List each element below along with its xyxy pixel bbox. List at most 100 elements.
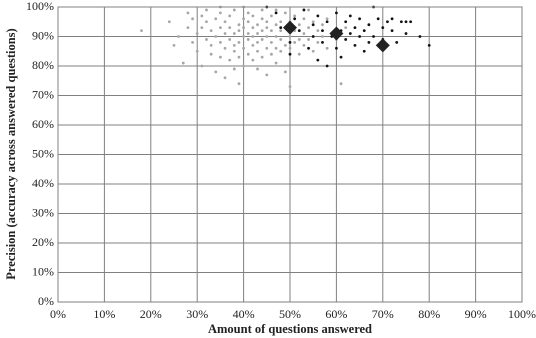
- point: [237, 23, 241, 27]
- x-tick-label: 30%: [186, 307, 208, 321]
- points: [140, 5, 431, 89]
- point: [219, 41, 222, 44]
- y-tick-label: 90%: [32, 28, 54, 42]
- x-tick-label: 90%: [465, 307, 487, 321]
- point: [283, 43, 287, 47]
- point: [353, 26, 357, 30]
- y-tick-label: 20%: [32, 235, 54, 249]
- x-tick-label: 60%: [325, 307, 347, 321]
- point: [279, 29, 283, 32]
- x-tick-label: 100%: [508, 307, 536, 321]
- point: [339, 82, 343, 86]
- point: [200, 64, 204, 68]
- point: [274, 61, 278, 65]
- point: [279, 38, 283, 41]
- point: [297, 29, 301, 32]
- point: [288, 85, 292, 89]
- point: [209, 52, 213, 56]
- point: [390, 17, 394, 21]
- point: [265, 46, 269, 50]
- point: [404, 20, 408, 24]
- y-tick-label: 100%: [26, 0, 54, 13]
- point: [297, 38, 301, 41]
- diamond-point: [283, 20, 297, 35]
- point: [293, 14, 297, 18]
- point: [214, 70, 218, 74]
- point: [251, 58, 255, 62]
- point: [274, 46, 278, 50]
- point: [302, 17, 306, 21]
- point: [256, 23, 259, 27]
- y-tick-label: 80%: [32, 58, 54, 72]
- point: [279, 26, 283, 30]
- point: [228, 58, 232, 62]
- point: [270, 41, 273, 44]
- point: [265, 73, 269, 77]
- y-tick-label: 40%: [32, 176, 54, 190]
- point: [232, 43, 236, 47]
- point: [191, 41, 194, 44]
- point: [335, 46, 338, 50]
- point: [270, 14, 273, 18]
- point: [251, 26, 255, 30]
- point: [246, 52, 250, 56]
- point: [288, 52, 292, 56]
- point: [232, 32, 236, 35]
- point: [297, 23, 301, 27]
- point: [325, 17, 329, 21]
- point: [260, 55, 264, 59]
- point: [242, 64, 246, 68]
- diamond-point: [329, 26, 344, 41]
- point: [321, 29, 324, 32]
- point: [293, 41, 297, 44]
- point: [205, 38, 208, 41]
- point: [362, 49, 366, 53]
- point: [376, 17, 380, 21]
- point: [265, 26, 269, 30]
- point: [353, 43, 357, 47]
- point: [307, 46, 310, 50]
- point: [316, 41, 320, 44]
- point: [288, 35, 292, 38]
- point: [274, 11, 278, 15]
- point: [223, 32, 227, 35]
- x-tick-label: 20%: [140, 307, 162, 321]
- point: [279, 20, 283, 24]
- point: [395, 41, 399, 44]
- point: [256, 49, 259, 53]
- point: [283, 11, 287, 15]
- y-tick-label: 30%: [32, 205, 54, 219]
- x-tick-label: 10%: [93, 307, 115, 321]
- point: [219, 26, 222, 30]
- point: [219, 55, 222, 59]
- point: [177, 35, 181, 38]
- point: [311, 35, 315, 38]
- point: [246, 38, 250, 41]
- point: [311, 20, 315, 24]
- point: [344, 38, 348, 41]
- point: [232, 8, 236, 12]
- point: [232, 49, 236, 53]
- point: [288, 46, 292, 50]
- point: [316, 29, 320, 32]
- point: [246, 20, 250, 24]
- point: [302, 43, 306, 47]
- point: [274, 8, 278, 12]
- y-tick-label: 70%: [32, 87, 54, 101]
- point: [186, 26, 190, 30]
- point: [358, 35, 361, 38]
- x-tick-label: 0%: [50, 307, 66, 321]
- point: [195, 32, 199, 35]
- point: [232, 67, 236, 71]
- point: [228, 14, 232, 18]
- point: [270, 29, 273, 32]
- point: [256, 41, 259, 44]
- point: [367, 41, 371, 44]
- point: [302, 32, 306, 35]
- point: [307, 26, 310, 30]
- diamond-point: [375, 38, 390, 53]
- point: [209, 43, 213, 47]
- point: [321, 23, 324, 27]
- point: [237, 55, 241, 59]
- point: [200, 14, 204, 18]
